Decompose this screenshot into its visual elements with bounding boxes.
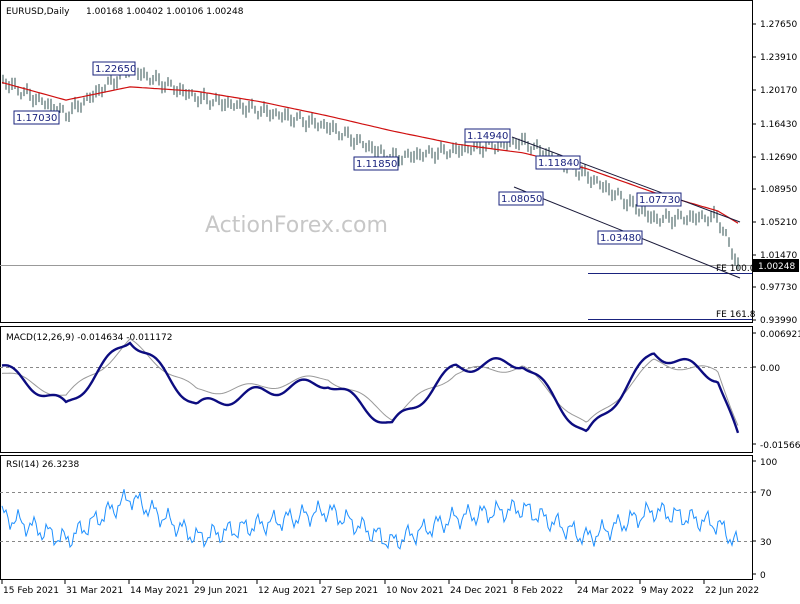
annotation-1-22650: 1.22650	[92, 61, 136, 76]
annotation-box	[92, 61, 136, 76]
current-price-value: 1.00248	[758, 262, 795, 272]
rsi-title: RSI(14) 26.3238	[6, 460, 79, 470]
date-tick-label: 29 Jun 2021	[194, 586, 248, 596]
chart-header-ohlc: 1.00168 1.00402 1.00106 1.00248	[86, 7, 244, 17]
date-axis: 15 Feb 2021 31 Mar 2021 14 May 2021 29 J…	[1, 580, 759, 596]
rsi-tick-label: 100	[760, 458, 777, 468]
annotation-1-11850: 1.11850	[353, 156, 399, 171]
annotation-1-17030: 1.17030	[13, 110, 60, 125]
price-tick-label: 1.08950	[760, 185, 797, 195]
date-tick-label: 8 Feb 2022	[513, 586, 563, 596]
annotation-box	[498, 191, 544, 206]
current-price-tag	[753, 259, 799, 272]
fe-100-label: FE 100.0	[716, 264, 756, 274]
date-tick-label: 27 Sep 2021	[321, 586, 378, 596]
annotation-box	[13, 110, 60, 125]
price-tick-label: 1.23910	[760, 53, 797, 63]
date-tick-label: 24 Dec 2021	[450, 586, 508, 596]
annotation-label: 1.17030	[16, 113, 57, 124]
rsi-tick-label: 0	[760, 571, 766, 581]
annotation-label: 1.22650	[95, 64, 136, 75]
macd-tick-label: 0.006921	[760, 330, 800, 340]
annotation-box	[535, 155, 581, 170]
price-tick-label: 1.12690	[760, 153, 797, 163]
annotation-label: 1.11840	[538, 158, 579, 169]
price-annotations: 1.22650 1.17030 1.11850 1.14940 1.11840 …	[13, 61, 682, 245]
annotation-box	[597, 230, 643, 245]
price-tick-label: 1.27650	[760, 20, 797, 30]
date-tick-label: 31 Mar 2021	[66, 586, 123, 596]
annotation-label: 1.07730	[639, 195, 680, 206]
fe-161-label: FE 161.8	[716, 310, 756, 320]
date-tick-label: 15 Feb 2021	[3, 586, 59, 596]
annotation-box	[353, 156, 399, 171]
chart-header-symbol: EURUSD,Daily	[6, 7, 70, 17]
annotation-1-14940: 1.14940	[464, 128, 511, 143]
date-tick-label: 12 Aug 2021	[258, 586, 316, 596]
annotation-label: 1.03480	[600, 233, 641, 244]
price-tick-label: 1.05210	[760, 218, 797, 228]
annotation-box	[464, 128, 511, 143]
annotation-1-11840: 1.11840	[535, 155, 581, 170]
date-tick-label: 24 Mar 2022	[577, 586, 634, 596]
annotation-box	[636, 192, 682, 207]
price-tick-label: 1.20170	[760, 86, 797, 96]
macd-tick-label: 0.00	[760, 364, 780, 374]
watermark: ActionForex.com	[205, 213, 388, 238]
price-tick-label: 1.01470	[760, 251, 797, 261]
annotation-1-07730: 1.07730	[636, 192, 682, 207]
rsi-line	[1, 489, 739, 550]
macd-main-line	[1, 341, 740, 434]
rsi-tick-label: 70	[760, 489, 772, 499]
price-axis: 1.27650 1.23910 1.20170 1.16430 1.12690 …	[752, 20, 799, 326]
macd-tick-label: -0.01566	[760, 441, 800, 451]
price-grid: FE 100.0 FE 161.8	[0, 264, 756, 320]
price-tick-label: 0.97730	[760, 283, 797, 293]
date-tick-label: 10 Nov 2021	[386, 586, 444, 596]
date-tick-label: 9 May 2022	[641, 586, 694, 596]
annotation-label: 1.14940	[467, 131, 508, 142]
annotation-label: 1.08050	[501, 194, 542, 205]
annotation-1-03480: 1.03480	[597, 230, 643, 245]
price-tick-label: 0.93990	[760, 316, 797, 326]
rsi-panel	[0, 455, 753, 580]
channel-upper-line	[511, 136, 741, 223]
macd-title: MACD(12,26,9) -0.014634 -0.011172	[6, 333, 172, 343]
macd-panel	[0, 326, 753, 453]
date-tick-label: 14 May 2021	[130, 586, 189, 596]
annotation-1-08050: 1.08050	[498, 191, 544, 206]
date-tick-label: 22 Jun 2022	[705, 586, 759, 596]
rsi-tick-label: 30	[760, 538, 772, 548]
moving-average-line	[1, 81, 739, 224]
price-tick-label: 1.16430	[760, 120, 797, 130]
annotation-label: 1.11850	[356, 159, 397, 170]
